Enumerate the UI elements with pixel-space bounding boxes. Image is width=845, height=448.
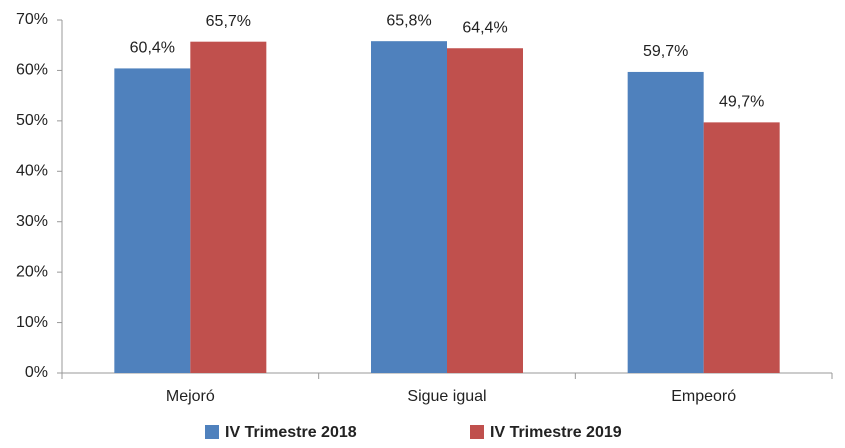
legend-swatch <box>205 425 219 439</box>
bar <box>447 48 523 374</box>
y-tick-label: 50% <box>16 112 48 129</box>
value-label: 49,7% <box>719 94 764 111</box>
value-label: 65,7% <box>206 13 251 30</box>
value-label: 64,4% <box>462 19 507 36</box>
legend-label: IV Trimestre 2018 <box>225 424 357 441</box>
bar <box>114 68 191 373</box>
y-tick-label: 30% <box>16 213 48 230</box>
bar <box>627 71 704 373</box>
legend-label: IV Trimestre 2019 <box>490 424 622 441</box>
legend-swatch <box>470 425 484 439</box>
y-tick-label: 10% <box>16 314 48 331</box>
bar <box>190 41 267 373</box>
bar <box>371 41 447 374</box>
bar <box>703 122 780 374</box>
value-label: 60,4% <box>130 40 175 57</box>
x-tick-label: Mejoró <box>166 388 215 405</box>
y-tick-label: 60% <box>16 62 48 79</box>
y-tick-label: 20% <box>16 263 48 280</box>
x-tick-label: Sigue igual <box>407 388 486 405</box>
value-label: 59,7% <box>643 43 688 60</box>
y-tick-label: 0% <box>25 364 48 381</box>
value-label: 65,8% <box>386 12 431 29</box>
y-tick-label: 70% <box>16 11 48 28</box>
x-tick-label: Empeoró <box>671 388 736 405</box>
y-tick-label: 40% <box>16 163 48 180</box>
